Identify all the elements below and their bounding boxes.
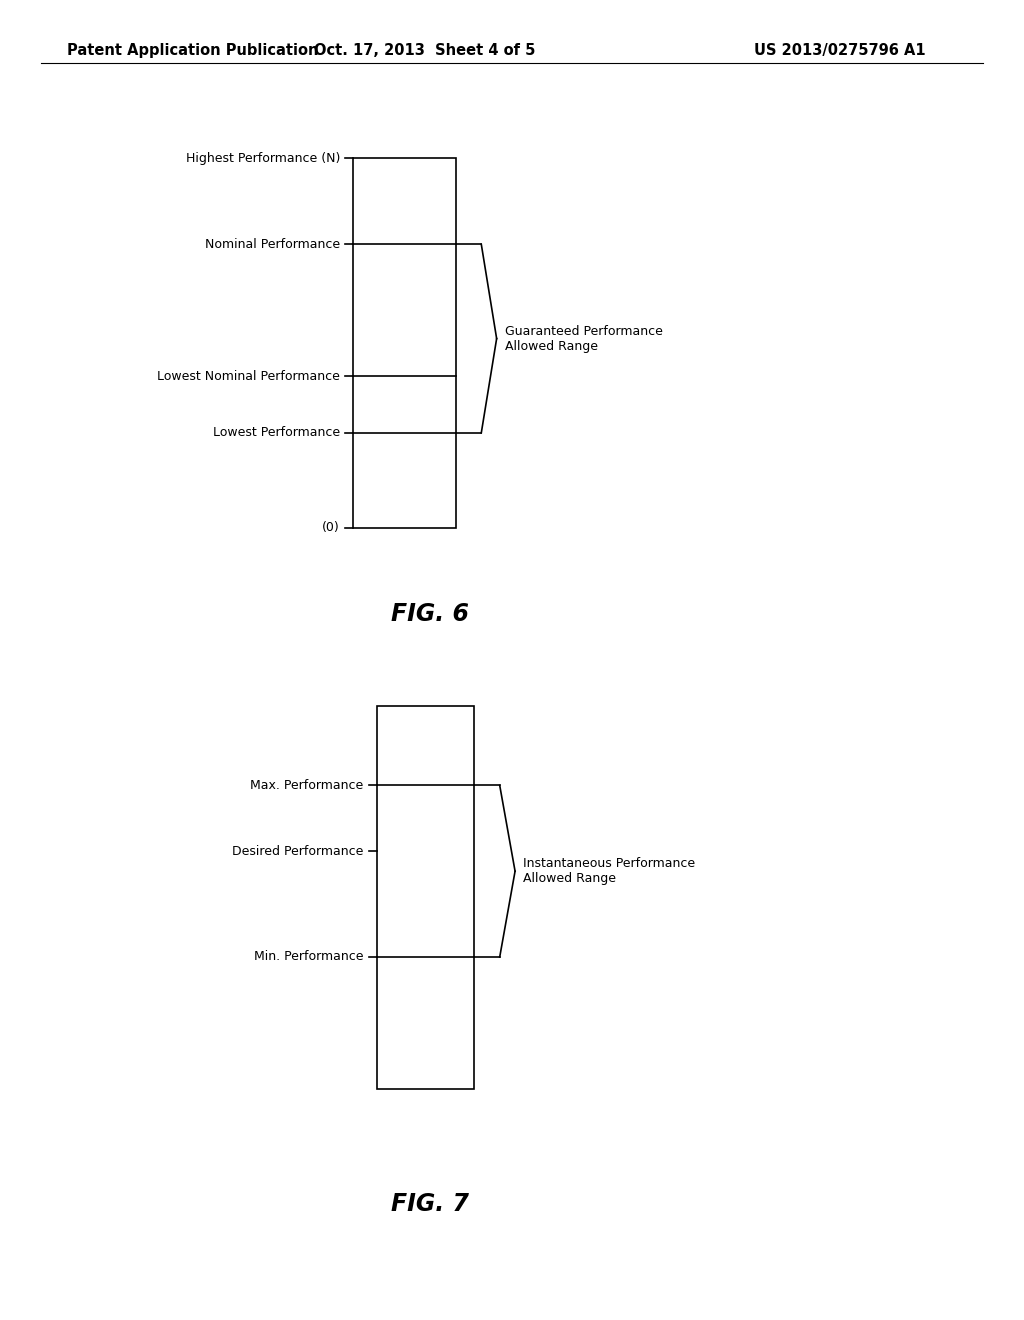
Text: Patent Application Publication: Patent Application Publication [67,42,318,58]
Text: Max. Performance: Max. Performance [250,779,364,792]
Text: US 2013/0275796 A1: US 2013/0275796 A1 [754,42,926,58]
Text: Lowest Nominal Performance: Lowest Nominal Performance [157,370,340,383]
Bar [353,158,456,528]
Text: Min. Performance: Min. Performance [254,950,364,964]
Text: Lowest Performance: Lowest Performance [213,426,340,440]
Text: Guaranteed Performance
Allowed Range: Guaranteed Performance Allowed Range [505,325,663,352]
Text: FIG. 6: FIG. 6 [391,602,469,626]
Text: Oct. 17, 2013  Sheet 4 of 5: Oct. 17, 2013 Sheet 4 of 5 [314,42,536,58]
Text: (0): (0) [323,521,340,535]
Bar [377,706,474,1089]
Text: Instantaneous Performance
Allowed Range: Instantaneous Performance Allowed Range [523,857,695,886]
Text: Highest Performance (N): Highest Performance (N) [185,152,340,165]
Text: Desired Performance: Desired Performance [232,845,364,858]
Text: Nominal Performance: Nominal Performance [205,238,340,251]
Text: FIG. 7: FIG. 7 [391,1192,469,1216]
